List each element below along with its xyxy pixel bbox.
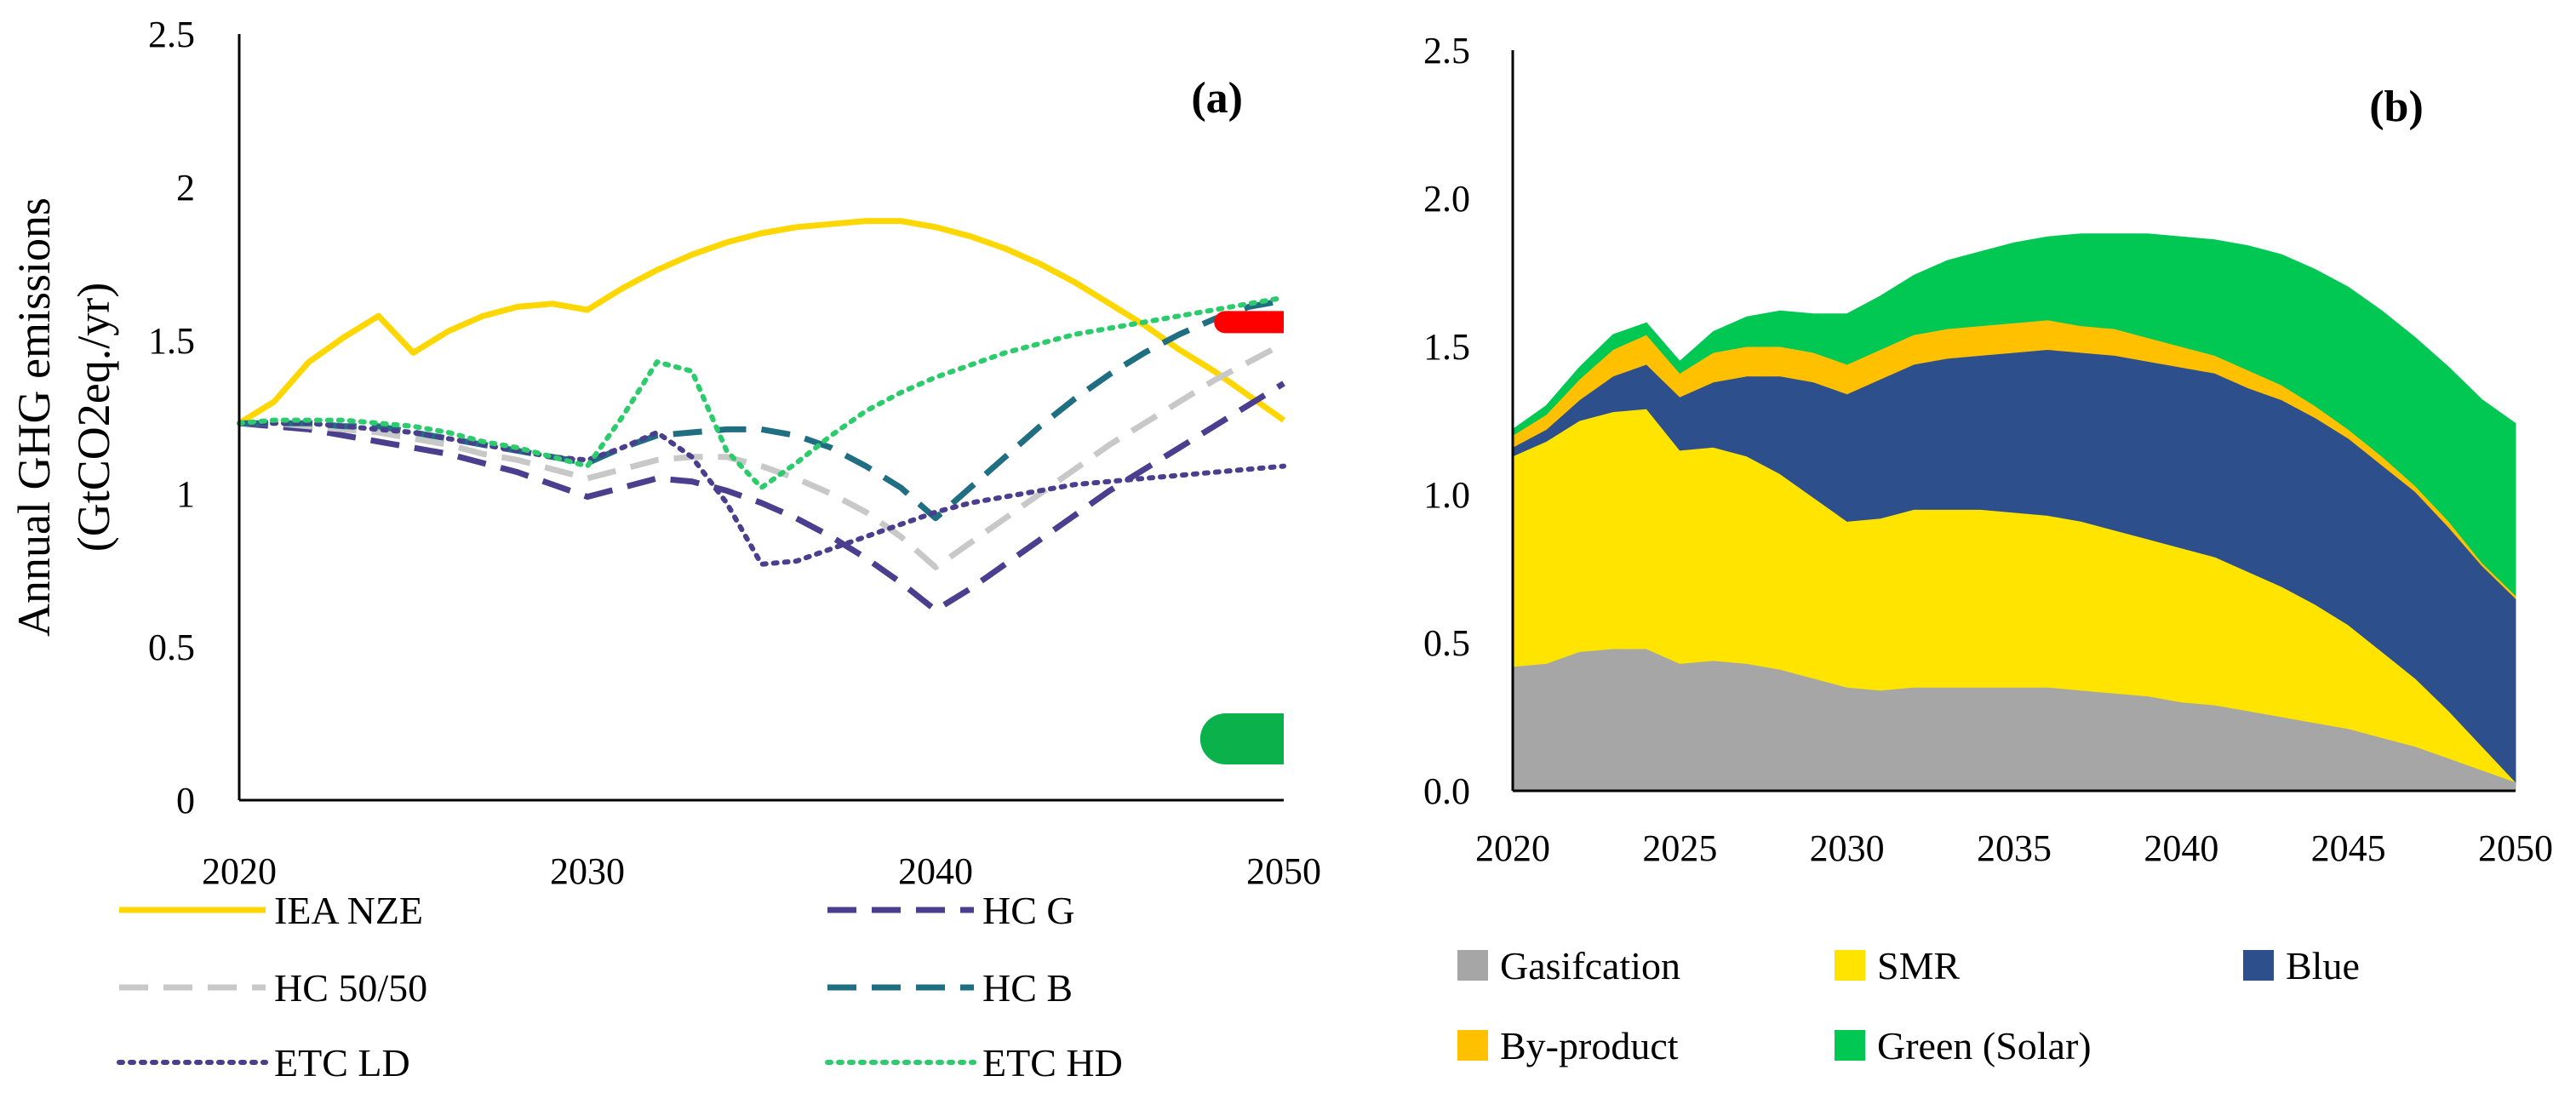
legend-item-smr: SMR: [1835, 944, 1960, 987]
panel-a-legend: IEA NZE HC G HC 50/50 HC B ETC LD ETC HD: [117, 889, 1123, 1084]
panel-b-y-tick-1-5: 1.5: [1423, 326, 1470, 368]
legend-label-blue: Blue: [2286, 944, 2360, 987]
series-line-etc-hd: [237, 295, 1286, 490]
legend-label-hc-50-50: HC 50/50: [274, 966, 427, 1010]
area-green-solar: [1512, 233, 2516, 597]
panel-a-x-tick-labels: 2020 2030 2040 2050: [202, 850, 1321, 892]
panel-a-y-tick-2: 2: [176, 167, 195, 209]
legend-item-hc-50-50: HC 50/50: [119, 966, 427, 1010]
legend-item-iea-nze: IEA NZE: [119, 889, 423, 932]
panel-b-x-tick-2035: 2035: [1977, 827, 2052, 869]
panel-a-series: [237, 218, 1286, 614]
legend-label-hc-g: HC G: [982, 889, 1075, 932]
legend-swatch-gasifcation: [1457, 950, 1488, 981]
target-marker-red: [1214, 311, 1284, 334]
legend-label-etc-hd: ETC HD: [982, 1041, 1123, 1084]
panel-a-y-tick-0: 0: [176, 780, 195, 821]
legend-item-etc-ld: ETC LD: [117, 1041, 410, 1084]
legend-label-iea-nze: IEA NZE: [274, 889, 423, 932]
panel-b-y-tick-2-5: 2.5: [1423, 30, 1470, 72]
panel-b-y-tick-labels: 0.0 0.5 1.0 1.5 2.0 2.5: [1423, 30, 1470, 812]
legend-swatch-by-product: [1457, 1030, 1488, 1061]
panel-a-x-tick-2050: 2050: [1246, 850, 1321, 892]
panel-a-y-tick-2-5: 2.5: [148, 14, 195, 55]
legend-item-by-product: By-product: [1457, 1024, 1679, 1067]
legend-item-blue: Blue: [2243, 944, 2360, 987]
panel-b-legend: Gasifcation SMR Blue By-product Green (Solar…: [1457, 944, 2360, 1067]
panel-b-x-tick-2020: 2020: [1475, 827, 1550, 869]
panel-a-x-tick-2020: 2020: [202, 850, 277, 892]
legend-swatch-green-solar: [1835, 1030, 1865, 1061]
legend-swatch-blue: [2243, 950, 2274, 981]
legend-label-gasifcation: Gasifcation: [1500, 944, 1680, 987]
legend-label-etc-ld: ETC LD: [274, 1041, 410, 1084]
panel-a-markers: [1199, 311, 1284, 764]
legend-swatch-smr: [1835, 950, 1865, 981]
series-line-etc-ld: [237, 421, 1286, 567]
panel-a-y-tick-0-5: 0.5: [148, 627, 195, 668]
series-line-iea-nze: [238, 218, 1286, 426]
panel-b-x-tick-labels: 2020 2025 2030 2035 2040 2045 2050: [1475, 827, 2553, 869]
panel-b-x-tick-2040: 2040: [2144, 827, 2218, 869]
series-line-hc-b: [239, 297, 1285, 522]
legend-label-green-solar: Green (Solar): [1877, 1024, 2092, 1067]
legend-label-by-product: By-product: [1500, 1024, 1679, 1067]
panel-b-x-tick-2025: 2025: [1642, 827, 1717, 869]
legend-item-hc-g: HC G: [827, 889, 1075, 932]
panel-b-y-tick-0-0: 0.0: [1423, 770, 1470, 812]
panel-a-x-tick-2040: 2040: [898, 850, 973, 892]
panel-b-stacked-area-chart: 0.00.51.01.52.02.5 2020 2025 2030 2035 2040 2…: [1423, 30, 2553, 1067]
panel-a-x-tick-2030: 2030: [550, 850, 625, 892]
panel-b-y-tick-2-0: 2.0: [1423, 178, 1470, 220]
panel-b-x-tick-2045: 2045: [2311, 827, 2386, 869]
panel-a-y-tick-1: 1: [176, 473, 195, 515]
legend-item-gasifcation: Gasifcation: [1457, 944, 1680, 987]
panel-b-y-tick-0-5: 0.5: [1423, 622, 1470, 664]
target-marker-green: [1199, 713, 1284, 764]
series-line-hc-g: [238, 381, 1285, 614]
legend-item-green-solar: Green (Solar): [1835, 1024, 2092, 1067]
panel-a-label: (a): [1191, 74, 1243, 123]
panel-b-label: (b): [2369, 83, 2424, 131]
series-line-hc-50-50: [239, 340, 1285, 570]
panel-b-areas: [1512, 233, 2516, 792]
panel-a-y-tick-labels: 0 0.5 1 1.5 2 2.5: [148, 14, 195, 821]
panel-a-line-chart: 0 0.5 1 1.5 2 2.5 2020 2030 2040 2050 (a) Annual…: [9, 14, 1321, 1084]
panel-b-y-tick-1-0: 1.0: [1423, 474, 1470, 516]
panel-b-x-tick-2030: 2030: [1810, 827, 1885, 869]
panel-a-y-tick-1-5: 1.5: [148, 320, 195, 362]
panel-b-x-tick-2050: 2050: [2478, 827, 2553, 869]
legend-item-etc-hd: ETC HD: [825, 1041, 1123, 1084]
legend-label-hc-b: HC B: [982, 966, 1073, 1010]
legend-label-smr: SMR: [1877, 944, 1960, 987]
panel-a-y-axis-label-line2: (GtCO2eq./yr): [68, 283, 119, 552]
legend-item-hc-b: HC B: [827, 966, 1073, 1010]
panel-a-y-axis-label-line1: Annual GHG emissions: [9, 197, 60, 637]
